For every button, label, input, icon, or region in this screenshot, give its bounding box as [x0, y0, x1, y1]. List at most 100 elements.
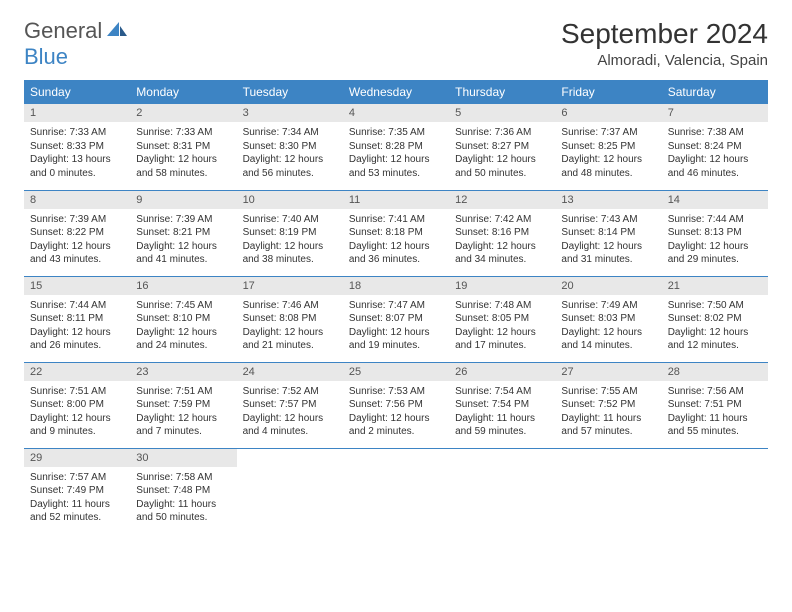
- day-content: Sunrise: 7:51 AMSunset: 8:00 PMDaylight:…: [24, 381, 130, 443]
- calendar-day-cell: 22Sunrise: 7:51 AMSunset: 8:00 PMDayligh…: [24, 362, 130, 448]
- calendar-week-row: 29Sunrise: 7:57 AMSunset: 7:49 PMDayligh…: [24, 448, 768, 534]
- day-content: Sunrise: 7:43 AMSunset: 8:14 PMDaylight:…: [555, 209, 661, 271]
- calendar-day-cell: 7Sunrise: 7:38 AMSunset: 8:24 PMDaylight…: [662, 104, 768, 190]
- calendar-week-row: 8Sunrise: 7:39 AMSunset: 8:22 PMDaylight…: [24, 190, 768, 276]
- day-number: 29: [24, 449, 130, 467]
- calendar-day-cell: 29Sunrise: 7:57 AMSunset: 7:49 PMDayligh…: [24, 448, 130, 534]
- day-number: 15: [24, 277, 130, 295]
- calendar-day-cell: 13Sunrise: 7:43 AMSunset: 8:14 PMDayligh…: [555, 190, 661, 276]
- day-content: Sunrise: 7:35 AMSunset: 8:28 PMDaylight:…: [343, 122, 449, 184]
- calendar-day-cell: 16Sunrise: 7:45 AMSunset: 8:10 PMDayligh…: [130, 276, 236, 362]
- calendar-day-cell: 2Sunrise: 7:33 AMSunset: 8:31 PMDaylight…: [130, 104, 236, 190]
- calendar-day-cell: 24Sunrise: 7:52 AMSunset: 7:57 PMDayligh…: [237, 362, 343, 448]
- calendar-day-cell: ..: [555, 448, 661, 534]
- day-content: Sunrise: 7:58 AMSunset: 7:48 PMDaylight:…: [130, 467, 236, 529]
- calendar-day-cell: ..: [343, 448, 449, 534]
- day-number: 24: [237, 363, 343, 381]
- weekday-header: Wednesday: [343, 80, 449, 104]
- calendar-day-cell: 20Sunrise: 7:49 AMSunset: 8:03 PMDayligh…: [555, 276, 661, 362]
- calendar-day-cell: ..: [449, 448, 555, 534]
- day-number: 18: [343, 277, 449, 295]
- day-content: Sunrise: 7:33 AMSunset: 8:31 PMDaylight:…: [130, 122, 236, 184]
- calendar-day-cell: 14Sunrise: 7:44 AMSunset: 8:13 PMDayligh…: [662, 190, 768, 276]
- day-number: 28: [662, 363, 768, 381]
- day-number: 27: [555, 363, 661, 381]
- calendar-day-cell: 15Sunrise: 7:44 AMSunset: 8:11 PMDayligh…: [24, 276, 130, 362]
- day-content: Sunrise: 7:39 AMSunset: 8:21 PMDaylight:…: [130, 209, 236, 271]
- day-number: 6: [555, 104, 661, 122]
- calendar-day-cell: 30Sunrise: 7:58 AMSunset: 7:48 PMDayligh…: [130, 448, 236, 534]
- brand-text: GeneralBlue: [24, 18, 129, 70]
- day-content: Sunrise: 7:57 AMSunset: 7:49 PMDaylight:…: [24, 467, 130, 529]
- day-number: 22: [24, 363, 130, 381]
- day-number: 20: [555, 277, 661, 295]
- day-content: Sunrise: 7:52 AMSunset: 7:57 PMDaylight:…: [237, 381, 343, 443]
- day-content: Sunrise: 7:41 AMSunset: 8:18 PMDaylight:…: [343, 209, 449, 271]
- day-content: Sunrise: 7:48 AMSunset: 8:05 PMDaylight:…: [449, 295, 555, 357]
- day-content: Sunrise: 7:50 AMSunset: 8:02 PMDaylight:…: [662, 295, 768, 357]
- day-number: 5: [449, 104, 555, 122]
- day-number: 8: [24, 191, 130, 209]
- day-content: Sunrise: 7:37 AMSunset: 8:25 PMDaylight:…: [555, 122, 661, 184]
- weekday-header: Thursday: [449, 80, 555, 104]
- brand-logo: GeneralBlue: [24, 18, 129, 70]
- day-content: Sunrise: 7:39 AMSunset: 8:22 PMDaylight:…: [24, 209, 130, 271]
- day-number: 10: [237, 191, 343, 209]
- day-number: 25: [343, 363, 449, 381]
- weekday-header: Saturday: [662, 80, 768, 104]
- calendar-day-cell: 5Sunrise: 7:36 AMSunset: 8:27 PMDaylight…: [449, 104, 555, 190]
- calendar-day-cell: 8Sunrise: 7:39 AMSunset: 8:22 PMDaylight…: [24, 190, 130, 276]
- day-content: Sunrise: 7:44 AMSunset: 8:13 PMDaylight:…: [662, 209, 768, 271]
- day-number: 26: [449, 363, 555, 381]
- calendar-body: 1Sunrise: 7:33 AMSunset: 8:33 PMDaylight…: [24, 104, 768, 534]
- brand-name-2: Blue: [24, 44, 68, 69]
- day-number: 17: [237, 277, 343, 295]
- day-number: 13: [555, 191, 661, 209]
- calendar-week-row: 15Sunrise: 7:44 AMSunset: 8:11 PMDayligh…: [24, 276, 768, 362]
- day-number: 1: [24, 104, 130, 122]
- calendar-day-cell: 10Sunrise: 7:40 AMSunset: 8:19 PMDayligh…: [237, 190, 343, 276]
- day-number: 14: [662, 191, 768, 209]
- calendar-day-cell: 9Sunrise: 7:39 AMSunset: 8:21 PMDaylight…: [130, 190, 236, 276]
- calendar-day-cell: 11Sunrise: 7:41 AMSunset: 8:18 PMDayligh…: [343, 190, 449, 276]
- calendar-day-cell: 28Sunrise: 7:56 AMSunset: 7:51 PMDayligh…: [662, 362, 768, 448]
- day-number: 16: [130, 277, 236, 295]
- day-content: Sunrise: 7:51 AMSunset: 7:59 PMDaylight:…: [130, 381, 236, 443]
- day-content: Sunrise: 7:49 AMSunset: 8:03 PMDaylight:…: [555, 295, 661, 357]
- day-content: Sunrise: 7:40 AMSunset: 8:19 PMDaylight:…: [237, 209, 343, 271]
- calendar-day-cell: 6Sunrise: 7:37 AMSunset: 8:25 PMDaylight…: [555, 104, 661, 190]
- weekday-header: Sunday: [24, 80, 130, 104]
- calendar-week-row: 22Sunrise: 7:51 AMSunset: 8:00 PMDayligh…: [24, 362, 768, 448]
- calendar-day-cell: 3Sunrise: 7:34 AMSunset: 8:30 PMDaylight…: [237, 104, 343, 190]
- calendar-day-cell: 23Sunrise: 7:51 AMSunset: 7:59 PMDayligh…: [130, 362, 236, 448]
- weekday-header-row: SundayMondayTuesdayWednesdayThursdayFrid…: [24, 80, 768, 104]
- weekday-header: Monday: [130, 80, 236, 104]
- day-content: Sunrise: 7:55 AMSunset: 7:52 PMDaylight:…: [555, 381, 661, 443]
- brand-sail-icon: [105, 18, 129, 36]
- day-content: Sunrise: 7:42 AMSunset: 8:16 PMDaylight:…: [449, 209, 555, 271]
- day-number: 21: [662, 277, 768, 295]
- day-content: Sunrise: 7:44 AMSunset: 8:11 PMDaylight:…: [24, 295, 130, 357]
- calendar-day-cell: ..: [662, 448, 768, 534]
- day-content: Sunrise: 7:33 AMSunset: 8:33 PMDaylight:…: [24, 122, 130, 184]
- calendar-day-cell: 1Sunrise: 7:33 AMSunset: 8:33 PMDaylight…: [24, 104, 130, 190]
- day-content: Sunrise: 7:56 AMSunset: 7:51 PMDaylight:…: [662, 381, 768, 443]
- day-content: Sunrise: 7:34 AMSunset: 8:30 PMDaylight:…: [237, 122, 343, 184]
- day-content: Sunrise: 7:45 AMSunset: 8:10 PMDaylight:…: [130, 295, 236, 357]
- day-number: 11: [343, 191, 449, 209]
- day-content: Sunrise: 7:53 AMSunset: 7:56 PMDaylight:…: [343, 381, 449, 443]
- day-content: Sunrise: 7:38 AMSunset: 8:24 PMDaylight:…: [662, 122, 768, 184]
- calendar-day-cell: 26Sunrise: 7:54 AMSunset: 7:54 PMDayligh…: [449, 362, 555, 448]
- day-content: Sunrise: 7:47 AMSunset: 8:07 PMDaylight:…: [343, 295, 449, 357]
- day-number: 2: [130, 104, 236, 122]
- page: GeneralBlue September 2024 Almoradi, Val…: [0, 0, 792, 552]
- day-content: Sunrise: 7:54 AMSunset: 7:54 PMDaylight:…: [449, 381, 555, 443]
- calendar-day-cell: 19Sunrise: 7:48 AMSunset: 8:05 PMDayligh…: [449, 276, 555, 362]
- brand-name-1: General: [24, 18, 102, 43]
- calendar-day-cell: 4Sunrise: 7:35 AMSunset: 8:28 PMDaylight…: [343, 104, 449, 190]
- calendar-day-cell: 27Sunrise: 7:55 AMSunset: 7:52 PMDayligh…: [555, 362, 661, 448]
- header: GeneralBlue September 2024 Almoradi, Val…: [24, 18, 768, 70]
- calendar-day-cell: 12Sunrise: 7:42 AMSunset: 8:16 PMDayligh…: [449, 190, 555, 276]
- calendar-day-cell: 21Sunrise: 7:50 AMSunset: 8:02 PMDayligh…: [662, 276, 768, 362]
- calendar-day-cell: 17Sunrise: 7:46 AMSunset: 8:08 PMDayligh…: [237, 276, 343, 362]
